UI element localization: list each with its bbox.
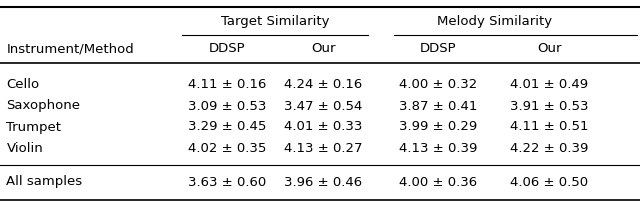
Text: 3.63 ± 0.60: 3.63 ± 0.60 <box>188 176 266 188</box>
Text: 4.02 ± 0.35: 4.02 ± 0.35 <box>188 142 266 156</box>
Text: Melody Similarity: Melody Similarity <box>436 15 552 27</box>
Text: 4.22 ± 0.39: 4.22 ± 0.39 <box>510 142 588 156</box>
Text: 3.47 ± 0.54: 3.47 ± 0.54 <box>284 99 362 113</box>
Text: 4.13 ± 0.27: 4.13 ± 0.27 <box>284 142 362 156</box>
Text: 3.09 ± 0.53: 3.09 ± 0.53 <box>188 99 266 113</box>
Text: 4.01 ± 0.33: 4.01 ± 0.33 <box>284 120 362 134</box>
Text: Target Similarity: Target Similarity <box>221 15 330 27</box>
Text: DDSP: DDSP <box>420 42 457 56</box>
Text: All samples: All samples <box>6 176 83 188</box>
Text: Cello: Cello <box>6 78 40 90</box>
Text: 4.11 ± 0.51: 4.11 ± 0.51 <box>510 120 588 134</box>
Text: 3.29 ± 0.45: 3.29 ± 0.45 <box>188 120 266 134</box>
Text: 3.96 ± 0.46: 3.96 ± 0.46 <box>284 176 362 188</box>
Text: 4.01 ± 0.49: 4.01 ± 0.49 <box>510 78 588 90</box>
Text: 3.87 ± 0.41: 3.87 ± 0.41 <box>399 99 477 113</box>
Text: Trumpet: Trumpet <box>6 120 61 134</box>
Text: DDSP: DDSP <box>209 42 246 56</box>
Text: 3.91 ± 0.53: 3.91 ± 0.53 <box>510 99 588 113</box>
Text: 4.00 ± 0.32: 4.00 ± 0.32 <box>399 78 477 90</box>
Text: Violin: Violin <box>6 142 43 156</box>
Text: Our: Our <box>311 42 335 56</box>
Text: 3.99 ± 0.29: 3.99 ± 0.29 <box>399 120 477 134</box>
Text: 4.00 ± 0.36: 4.00 ± 0.36 <box>399 176 477 188</box>
Text: 4.06 ± 0.50: 4.06 ± 0.50 <box>510 176 588 188</box>
Text: Saxophone: Saxophone <box>6 99 81 113</box>
Text: Our: Our <box>537 42 561 56</box>
Text: 4.24 ± 0.16: 4.24 ± 0.16 <box>284 78 362 90</box>
Text: 4.13 ± 0.39: 4.13 ± 0.39 <box>399 142 477 156</box>
Text: Instrument/Method: Instrument/Method <box>6 42 134 56</box>
Text: 4.11 ± 0.16: 4.11 ± 0.16 <box>188 78 266 90</box>
